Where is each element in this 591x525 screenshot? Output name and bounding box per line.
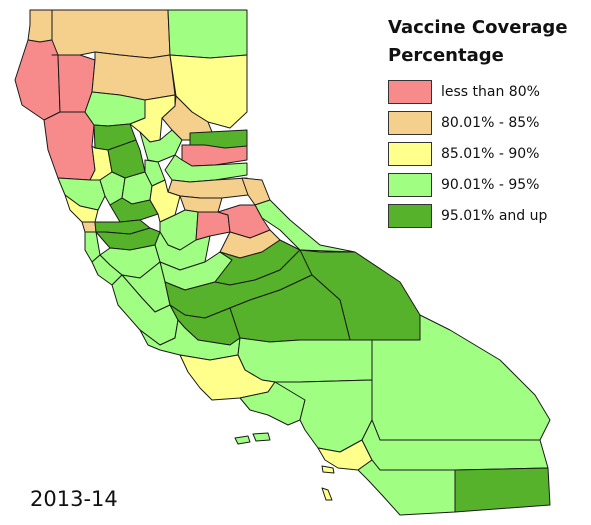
legend-item-less-than-80: less than 80%	[388, 76, 568, 107]
county-placer	[164, 154, 248, 183]
legend-swatch	[388, 203, 432, 228]
legend-swatch	[388, 79, 432, 104]
island-santa-rosa	[234, 435, 251, 445]
legend-label: 90.01% - 95%	[441, 176, 540, 193]
legend-subtitle: Percentage	[388, 45, 504, 66]
legend-item-80-85: 80.01% - 85%	[388, 107, 568, 138]
legend-swatch	[388, 110, 432, 135]
legend-label: 80.01% - 85%	[441, 114, 540, 131]
legend: Vaccine Coverage Percentage less than 80…	[388, 14, 568, 231]
legend-title: Vaccine Coverage	[388, 17, 568, 38]
county-shasta	[91, 51, 176, 101]
county-sonoma	[57, 177, 106, 211]
legend-item-90-95: 90.01% - 95%	[388, 169, 568, 200]
island-santa-catalina	[321, 465, 335, 474]
county-humboldt	[14, 39, 61, 121]
county-mendocino	[43, 111, 96, 181]
year-label: 2013-14	[30, 487, 118, 511]
county-kern	[237, 337, 373, 383]
county-san-luis-obispo	[139, 319, 241, 361]
island-san-clemente	[321, 487, 333, 501]
county-el-dorado	[167, 177, 249, 199]
legend-item-85-90: 85.01% - 90%	[388, 138, 568, 169]
legend-swatch	[388, 172, 432, 197]
county-modoc	[167, 9, 248, 59]
county-amador	[179, 195, 223, 213]
island-santa-cruz	[252, 432, 271, 442]
legend-item-95-and-up: 95.01% and up	[388, 200, 568, 231]
county-del-norte	[27, 9, 53, 43]
legend-swatch	[388, 141, 432, 166]
county-san-francisco	[81, 221, 97, 233]
county-imperial	[454, 467, 551, 513]
county-siskiyou	[51, 9, 171, 59]
legend-label: less than 80%	[441, 83, 540, 100]
county-calaveras	[195, 211, 231, 241]
legend-label: 95.01% and up	[441, 207, 548, 224]
county-nevada	[181, 144, 248, 167]
legend-label: 85.01% - 90%	[441, 145, 540, 162]
